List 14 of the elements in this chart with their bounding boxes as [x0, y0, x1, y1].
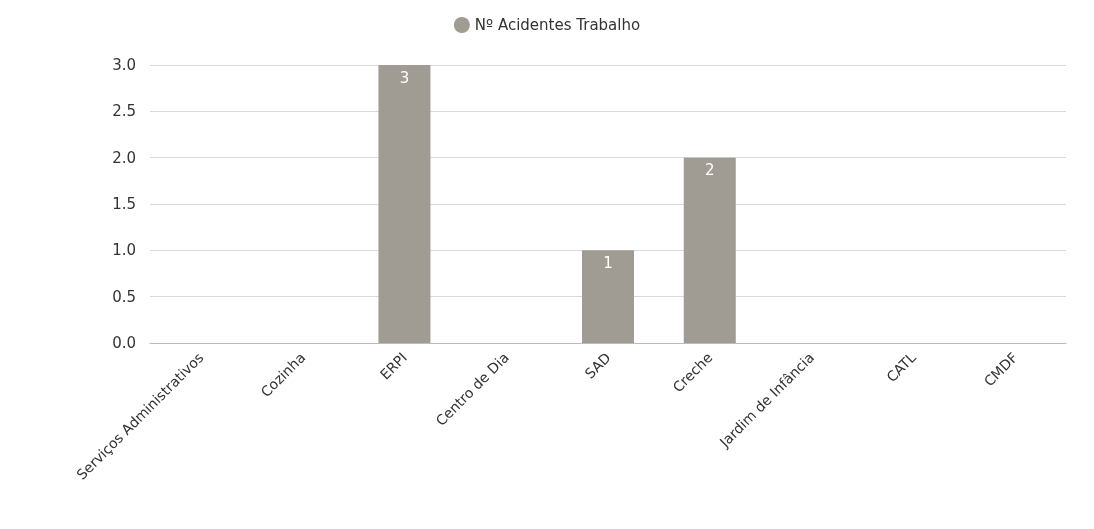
bar: [378, 65, 431, 343]
y-tick-label: 1.0: [112, 241, 136, 260]
data-label: 1: [603, 253, 613, 272]
y-tick-label: 3.0: [112, 56, 136, 74]
data-label: 2: [705, 161, 715, 180]
y-tick-label: 2.5: [112, 102, 136, 121]
y-tick-label: 2.0: [112, 148, 136, 167]
legend-label: Nº Acidentes Trabalho: [474, 16, 641, 34]
data-label: 3: [399, 68, 410, 87]
y-tick-label: 0.5: [112, 287, 136, 306]
bar: [683, 157, 736, 343]
y-tick-label: 1.5: [112, 195, 136, 213]
y-tick-label: 0.0: [112, 334, 136, 352]
bar: [582, 250, 634, 343]
